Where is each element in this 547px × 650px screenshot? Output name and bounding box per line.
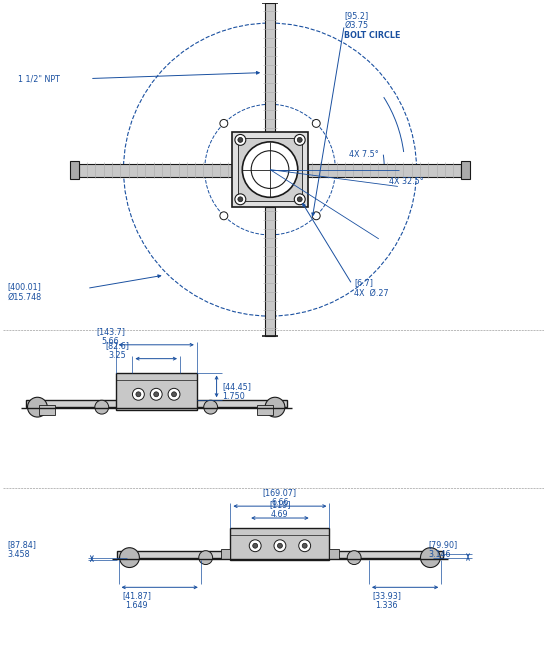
Circle shape <box>312 212 320 220</box>
Circle shape <box>421 548 440 567</box>
Circle shape <box>199 551 213 565</box>
Circle shape <box>95 400 109 414</box>
Bar <box>461 161 470 179</box>
Text: [79.90]: [79.90] <box>428 540 458 549</box>
Text: 3.25: 3.25 <box>109 351 126 359</box>
Text: 1 1/2" NPT: 1 1/2" NPT <box>18 75 60 84</box>
Bar <box>26 400 287 407</box>
Circle shape <box>238 137 243 142</box>
Circle shape <box>238 197 243 202</box>
Text: [6.7]: [6.7] <box>354 278 373 287</box>
Circle shape <box>253 543 258 548</box>
Text: Ø3.75: Ø3.75 <box>344 21 368 30</box>
Circle shape <box>203 400 218 414</box>
Text: [95.2]: [95.2] <box>344 11 369 20</box>
Text: 6.66: 6.66 <box>271 498 289 507</box>
Circle shape <box>235 135 246 146</box>
Text: 3.146: 3.146 <box>428 550 451 559</box>
Bar <box>238 138 302 202</box>
Bar <box>220 549 230 558</box>
Circle shape <box>242 142 298 198</box>
Text: [119]: [119] <box>269 500 290 509</box>
Circle shape <box>297 137 302 142</box>
Text: BOLT CIRCLE: BOLT CIRCLE <box>344 31 400 40</box>
Circle shape <box>294 194 305 205</box>
Circle shape <box>251 151 289 188</box>
Text: 4.69: 4.69 <box>271 510 289 519</box>
Text: [82.6]: [82.6] <box>106 341 130 350</box>
Bar <box>70 161 79 179</box>
Circle shape <box>302 543 307 548</box>
Circle shape <box>220 212 228 220</box>
Text: 1.649: 1.649 <box>125 601 148 610</box>
Text: [87.84]: [87.84] <box>8 540 37 549</box>
Circle shape <box>27 397 48 417</box>
Text: [400.01]: [400.01] <box>8 283 42 291</box>
Text: [41.87]: [41.87] <box>122 592 151 600</box>
Circle shape <box>312 120 320 127</box>
Bar <box>39 405 55 415</box>
Text: Ø15.748: Ø15.748 <box>8 292 42 302</box>
Text: 1.750: 1.750 <box>223 393 245 401</box>
Circle shape <box>274 540 286 552</box>
Text: 1.336: 1.336 <box>376 601 398 610</box>
Circle shape <box>297 197 302 202</box>
Text: [169.07]: [169.07] <box>263 488 297 497</box>
Text: 4X 32.5°: 4X 32.5° <box>389 177 423 185</box>
Circle shape <box>299 540 311 552</box>
Circle shape <box>235 194 246 205</box>
Text: [143.7]: [143.7] <box>96 327 125 336</box>
Circle shape <box>120 548 139 567</box>
Text: 4X 7.5°: 4X 7.5° <box>349 150 379 159</box>
Circle shape <box>150 388 162 400</box>
Circle shape <box>132 388 144 400</box>
Bar <box>329 549 339 558</box>
Bar <box>230 528 329 560</box>
Bar <box>115 372 197 410</box>
Circle shape <box>347 551 361 565</box>
Circle shape <box>265 397 285 417</box>
Bar <box>117 551 443 558</box>
Text: 5.66: 5.66 <box>102 337 119 346</box>
Circle shape <box>277 543 282 548</box>
Circle shape <box>249 540 261 552</box>
Text: 4X  Ø.27: 4X Ø.27 <box>354 289 389 298</box>
Bar <box>307 164 461 177</box>
Circle shape <box>294 135 305 146</box>
Text: 3.458: 3.458 <box>8 550 30 559</box>
Text: [33.93]: [33.93] <box>373 592 401 600</box>
Text: [44.45]: [44.45] <box>223 382 252 391</box>
Bar <box>257 405 273 415</box>
Bar <box>265 207 275 336</box>
Bar <box>79 164 232 177</box>
Circle shape <box>154 392 159 396</box>
Bar <box>232 132 307 207</box>
Bar <box>265 3 275 132</box>
Circle shape <box>168 388 180 400</box>
Circle shape <box>136 392 141 396</box>
Circle shape <box>220 120 228 127</box>
Circle shape <box>172 392 177 396</box>
